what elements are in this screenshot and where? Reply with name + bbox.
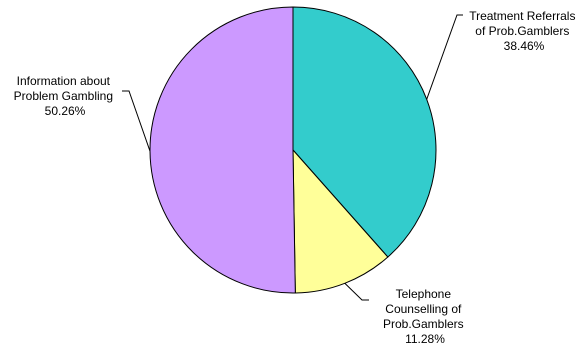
slice-label-line: Information about — [17, 74, 111, 88]
slice-label-line: Prob.Gamblers — [383, 317, 464, 331]
slice-label-line: of Prob.Gamblers — [475, 24, 569, 38]
slice-value-label: 50.26% — [45, 104, 86, 118]
leader-line — [426, 14, 463, 100]
leader-line — [122, 90, 151, 152]
slice-label-telephone-counselling: Telephone Counselling of Prob.Gamblers 1… — [383, 287, 467, 346]
slice-label-information-problem-gambling: Information about Problem Gambling 50.26… — [14, 74, 117, 118]
slice-label-line: Problem Gambling — [14, 89, 113, 103]
slice-value-label: 38.46% — [504, 39, 545, 53]
slice-label-line: Counselling of — [385, 302, 462, 316]
pie-slice — [149, 6, 296, 294]
leader-line — [344, 282, 369, 301]
slice-label-line: Telephone — [396, 287, 452, 301]
slice-label-line: Treatment Referrals — [469, 9, 575, 23]
slice-label-treatment-referrals: Treatment Referrals of Prob.Gamblers 38.… — [469, 9, 579, 53]
pie-slice — [292, 6, 437, 258]
pie-slice — [292, 148, 389, 294]
pie-slices — [149, 6, 437, 294]
leader-lines — [122, 14, 463, 301]
slice-value-label: 11.28% — [405, 332, 445, 346]
